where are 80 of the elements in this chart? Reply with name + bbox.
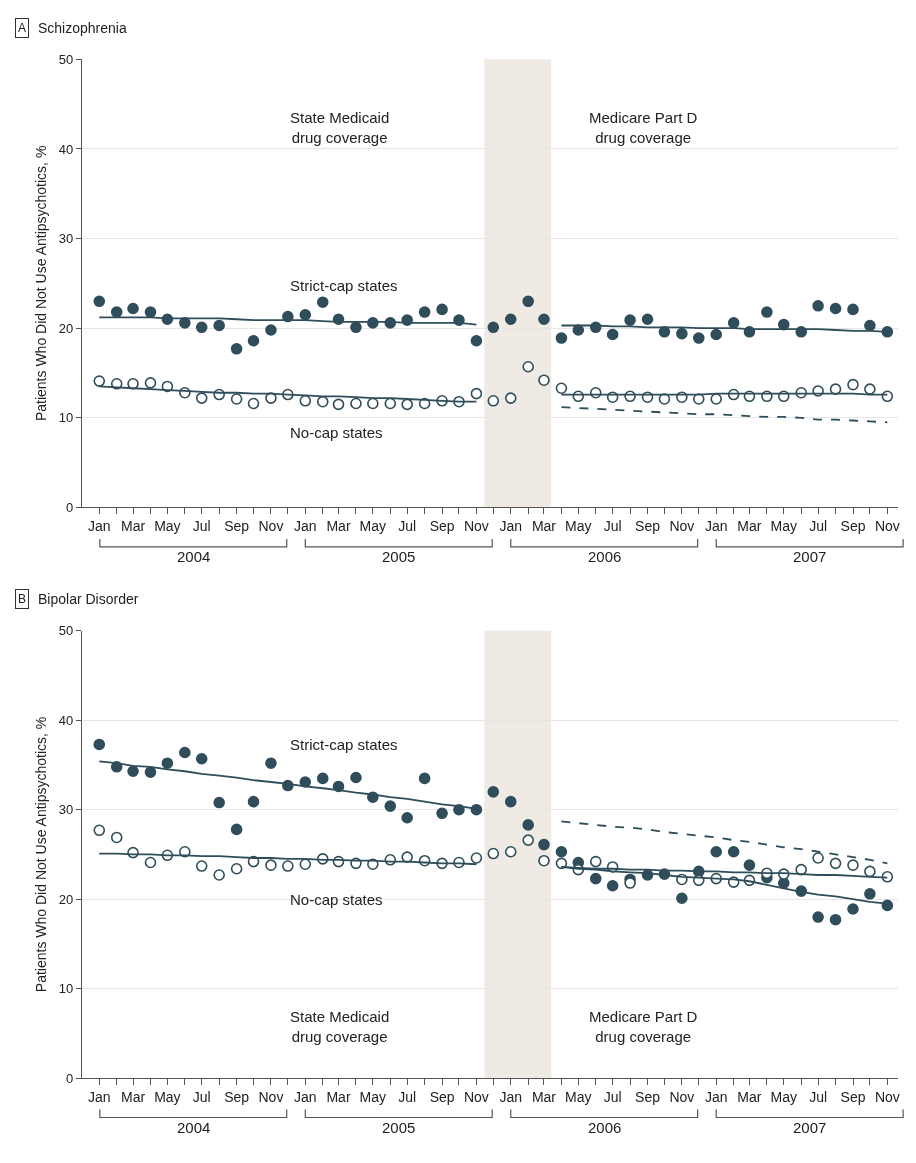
x-tick-label: Nov	[874, 1088, 900, 1105]
x2-tick-label: 2007	[793, 548, 827, 565]
x-tick-label: Sep	[635, 518, 661, 535]
x-tick-label: Nov	[463, 1088, 489, 1105]
x2-tick-label: 2006	[588, 548, 622, 565]
x-tick-label: Mar	[326, 1088, 351, 1105]
y-tick-label: 50	[58, 51, 74, 67]
x-tick-label: Sep	[840, 1088, 866, 1105]
annotation: Strict-cap states	[290, 736, 398, 753]
x-tick-label: Mar	[531, 1088, 557, 1105]
x-tick-label: Jan	[704, 1088, 728, 1105]
chart-title: A Schizophrenia	[18, 20, 127, 36]
x-tick-label: Jul	[192, 518, 211, 535]
x-tick-label: Mar	[531, 518, 557, 535]
x-tick-label: Jul	[398, 518, 417, 535]
annotation: No-cap states	[290, 424, 383, 441]
x-tick-label: Jul	[809, 1088, 828, 1105]
x-tick-label: Mar	[737, 518, 762, 535]
y-axis-title: Patients Who Did Not Use Antipsychotics, %	[33, 145, 50, 422]
x-tick-label: May	[770, 518, 797, 535]
x2-tick-label: 2004	[177, 548, 211, 565]
x-tick-label: Jan	[704, 518, 728, 535]
x-tick-label: May	[154, 518, 181, 535]
annotation: State Medicaid drug coverage	[290, 1008, 390, 1045]
x-tick-label: Jan	[294, 1088, 317, 1105]
x-tick-label: Nov	[669, 518, 695, 535]
x2-tick-label: 2006	[588, 1119, 622, 1136]
x-tick-label: Jul	[603, 1088, 622, 1105]
x-tick-label: Mar	[120, 518, 146, 535]
annotation: Medicare Part D drug coverage	[589, 1008, 698, 1045]
x-tick-label: Jan	[87, 518, 111, 535]
x-tick-label: Mar	[326, 518, 351, 535]
y-tick-label: 0	[65, 1070, 74, 1086]
x-tick-label: Mar	[120, 1088, 146, 1105]
x-tick-label: Jan	[499, 518, 523, 535]
y-tick-label: 0	[65, 500, 74, 516]
annotation: No-cap states	[290, 891, 383, 908]
x-tick-label: Jan	[499, 1088, 523, 1105]
x-tick-label: Jul	[398, 1088, 417, 1105]
x-tick-label: May	[565, 1088, 592, 1105]
x-tick-label: Sep	[224, 518, 250, 535]
x-tick-label: May	[770, 1088, 797, 1105]
y-tick-label: 10	[58, 981, 74, 997]
y-axis-title: Patients Who Did Not Use Antipsychotics, %	[33, 716, 50, 993]
x-tick-label: Jul	[809, 518, 828, 535]
annotation: Medicare Part D drug coverage	[589, 109, 698, 146]
x2-tick-label: 2005	[382, 1119, 416, 1136]
x-tick-label: Jan	[294, 518, 317, 535]
y-tick-label: 40	[58, 712, 74, 728]
x-tick-label: Sep	[840, 518, 866, 535]
y-tick-label: 20	[58, 891, 74, 907]
x-tick-label: Sep	[635, 1088, 661, 1105]
x-tick-label: Nov	[258, 1088, 284, 1105]
x2-tick-label: 2004	[177, 1119, 211, 1136]
y-tick-label: 50	[58, 623, 74, 639]
x-tick-label: Jul	[192, 1088, 211, 1105]
annotation: State Medicaid drug coverage	[290, 109, 390, 146]
annotation: Strict-cap states	[290, 277, 398, 294]
x-tick-label: Jul	[603, 518, 622, 535]
x-tick-label: Nov	[874, 518, 900, 535]
y-tick-label: 40	[58, 141, 74, 157]
x-tick-label: Sep	[429, 518, 455, 535]
y-tick-label: 30	[58, 802, 74, 818]
x-tick-label: Sep	[429, 1088, 455, 1105]
x-tick-label: May	[359, 518, 387, 535]
x-tick-label: Nov	[258, 518, 284, 535]
x2-tick-label: 2007	[793, 1119, 827, 1136]
x-tick-label: Nov	[669, 1088, 695, 1105]
x-tick-label: May	[565, 518, 592, 535]
x-tick-label: Nov	[463, 518, 489, 535]
x-tick-label: Jan	[87, 1088, 111, 1105]
y-tick-label: 20	[58, 320, 74, 336]
x-tick-label: Sep	[224, 1088, 250, 1105]
x-tick-label: Mar	[737, 1088, 762, 1105]
x-tick-label: May	[154, 1088, 181, 1105]
x2-tick-label: 2005	[382, 548, 416, 565]
chart-title: B Bipolar Disorder	[18, 591, 139, 607]
x-tick-label: May	[359, 1088, 387, 1105]
y-tick-label: 10	[58, 410, 74, 426]
y-tick-label: 30	[58, 231, 74, 247]
